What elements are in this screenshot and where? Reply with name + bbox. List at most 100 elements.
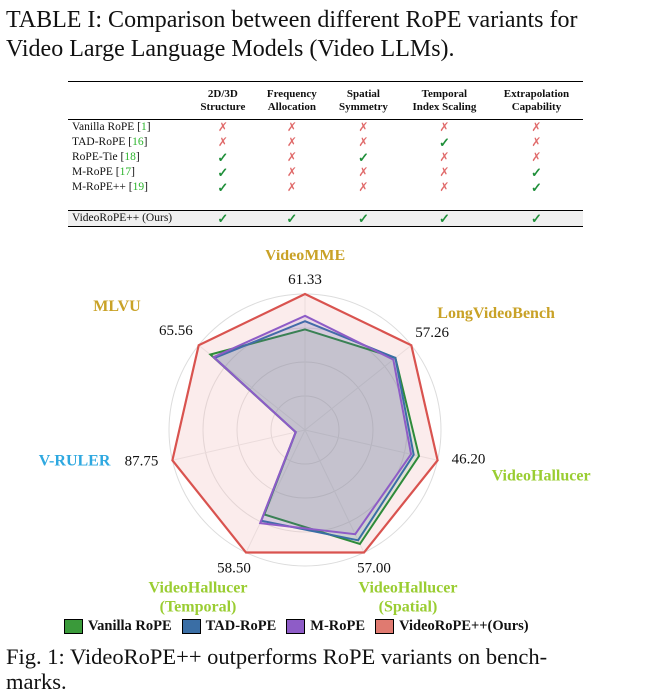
legend-item: Vanilla RoPE [64, 618, 172, 635]
check-icon: ✓ [327, 210, 399, 227]
axis-max-value: 57.26 [415, 325, 449, 341]
check-icon: ✓ [489, 210, 583, 227]
header-model [68, 82, 190, 120]
model-label: M-RoPE++ [72, 181, 126, 193]
table-header-row: 2D/3D Structure Frequency Allocation Spati… [68, 81, 583, 120]
legend-label: VideoRoPE++(Ours) [399, 618, 529, 634]
table-caption-line2: Video Large Language Models (Video LLMs)… [6, 36, 455, 62]
model-label: Vanilla RoPE [72, 121, 135, 133]
table-row-ours: VideoRoPE++ (Ours) ✓ ✓ ✓ ✓ ✓ [68, 210, 583, 227]
legend-item: VideoRoPE++(Ours) [375, 618, 529, 635]
check-icon: ✓ [190, 210, 256, 227]
table-row: TAD-RoPE [16] ✗ ✗ ✗ ✓ ✗ [68, 135, 583, 150]
citation-link[interactable]: 19 [132, 181, 145, 193]
check-icon: ✓ [398, 210, 490, 227]
legend-label: TAD-RoPE [205, 618, 277, 634]
cross-icon: ✗ [439, 180, 450, 194]
axis-label: (Spatial) [379, 599, 438, 616]
legend-swatch [286, 619, 306, 634]
grid-spoke [245, 429, 306, 553]
series-polygon-videorope-ours- [171, 292, 439, 554]
cross-icon: ✗ [531, 135, 542, 149]
axis-label: VideoMME [265, 250, 345, 264]
axis-max-value: 65.56 [159, 323, 193, 339]
axis-max-value: 57.00 [357, 561, 391, 577]
header-extrapolation: Extrapolation Capability [503, 88, 570, 113]
model-name: RoPE-Tie [18] [72, 151, 140, 163]
chart-legend: Vanilla RoPE TAD-RoPE M-RoPE VideoRoPE++(Ou… [64, 618, 529, 635]
grid-spoke [172, 429, 306, 461]
model-label: TAD-RoPE [72, 136, 126, 148]
header-temporal: Temporal Index Scaling [412, 88, 477, 113]
citation-link[interactable]: 16 [132, 136, 144, 148]
table-row: M-RoPE [17] ✓ ✗ ✗ ✗ ✓ [68, 165, 583, 180]
cross-icon: ✗ [217, 120, 228, 134]
axis-label: LongVideoBench [437, 305, 555, 322]
legend-swatch [181, 619, 201, 634]
model-name: Vanilla RoPE [1] [72, 121, 151, 133]
check-icon: ✓ [531, 165, 542, 180]
axis-label: VideoHallucer [149, 580, 248, 597]
axis-max-value: 46.20 [452, 451, 486, 467]
legend-item: TAD-RoPE [181, 618, 277, 635]
legend-item: M-RoPE [286, 618, 365, 635]
model-label: M-RoPE [72, 166, 113, 178]
axis-label: VideoHallucer [359, 580, 458, 597]
grid-spoke [304, 429, 438, 461]
check-icon: ✓ [255, 210, 328, 227]
check-icon: ✓ [357, 150, 369, 165]
citation-link[interactable]: 17 [119, 166, 132, 178]
table-row: M-RoPE++ [19] ✓ ✗ ✗ ✗ ✓ [68, 180, 583, 195]
cross-icon: ✗ [286, 150, 297, 164]
check-icon: ✓ [217, 180, 229, 195]
grid-spoke [304, 429, 365, 553]
cross-icon: ✗ [439, 120, 450, 134]
table-caption-line1: TABLE I: Comparison between different Ro… [6, 7, 578, 33]
axis-label: VideoHallucer [492, 467, 591, 484]
table-row: RoPE-Tie [18] ✓ ✗ ✓ ✗ ✗ [68, 150, 583, 165]
cross-icon: ✗ [439, 165, 450, 179]
axis-label: V-RULER [39, 452, 111, 469]
table-caption: TABLE I: Comparison between different Ro… [6, 6, 656, 64]
legend-swatch [375, 619, 395, 634]
cross-icon: ✗ [531, 150, 542, 164]
legend-swatch [64, 619, 83, 634]
legend-label: M-RoPE [310, 618, 366, 634]
model-label: RoPE-Tie [72, 151, 118, 163]
cross-icon: ✗ [286, 165, 297, 179]
citation-link[interactable]: 18 [124, 151, 136, 163]
axis-max-value: 61.33 [288, 272, 322, 288]
cross-icon: ✗ [358, 135, 369, 149]
header-frequency: Frequency Allocation [266, 88, 317, 113]
figure-caption-line2: marks. [6, 669, 67, 694]
figure-caption-line1: Fig. 1: VideoRoPE++ outperforms RoPE var… [6, 644, 548, 669]
table-row: Vanilla RoPE [1] ✗ ✗ ✗ ✗ ✗ [68, 119, 583, 136]
model-name: TAD-RoPE [16] [72, 136, 148, 148]
cross-icon: ✗ [286, 135, 297, 149]
cross-icon: ✗ [439, 150, 450, 164]
check-icon: ✓ [217, 150, 229, 165]
cross-icon: ✗ [358, 120, 369, 134]
cross-icon: ✗ [358, 165, 369, 179]
check-icon: ✓ [531, 180, 542, 195]
comparison-table: 2D/3D Structure Frequency Allocation Spati… [68, 81, 583, 227]
cross-icon: ✗ [358, 180, 369, 194]
axis-max-value: 87.75 [125, 453, 159, 469]
cross-icon: ✗ [286, 120, 297, 134]
cross-icon: ✗ [286, 180, 297, 194]
model-name-ours: VideoRoPE++ (Ours) [68, 210, 190, 227]
check-icon: ✓ [438, 135, 450, 150]
axis-label: MLVU [93, 298, 141, 315]
citation-link[interactable]: 1 [141, 121, 147, 133]
axis-max-value: 58.50 [217, 561, 251, 577]
header-structure: 2D/3D Structure [200, 88, 246, 113]
cross-icon: ✗ [531, 120, 542, 134]
model-name: M-RoPE++ [19] [72, 181, 148, 193]
table-spacer [68, 195, 583, 211]
check-icon: ✓ [217, 165, 229, 180]
header-symmetry: Spatial Symmetry [338, 88, 388, 113]
model-name: M-RoPE [17] [72, 166, 135, 178]
cross-icon: ✗ [217, 135, 228, 149]
legend-label: Vanilla RoPE [88, 618, 172, 634]
series-polygon-m-rope [211, 314, 413, 536]
